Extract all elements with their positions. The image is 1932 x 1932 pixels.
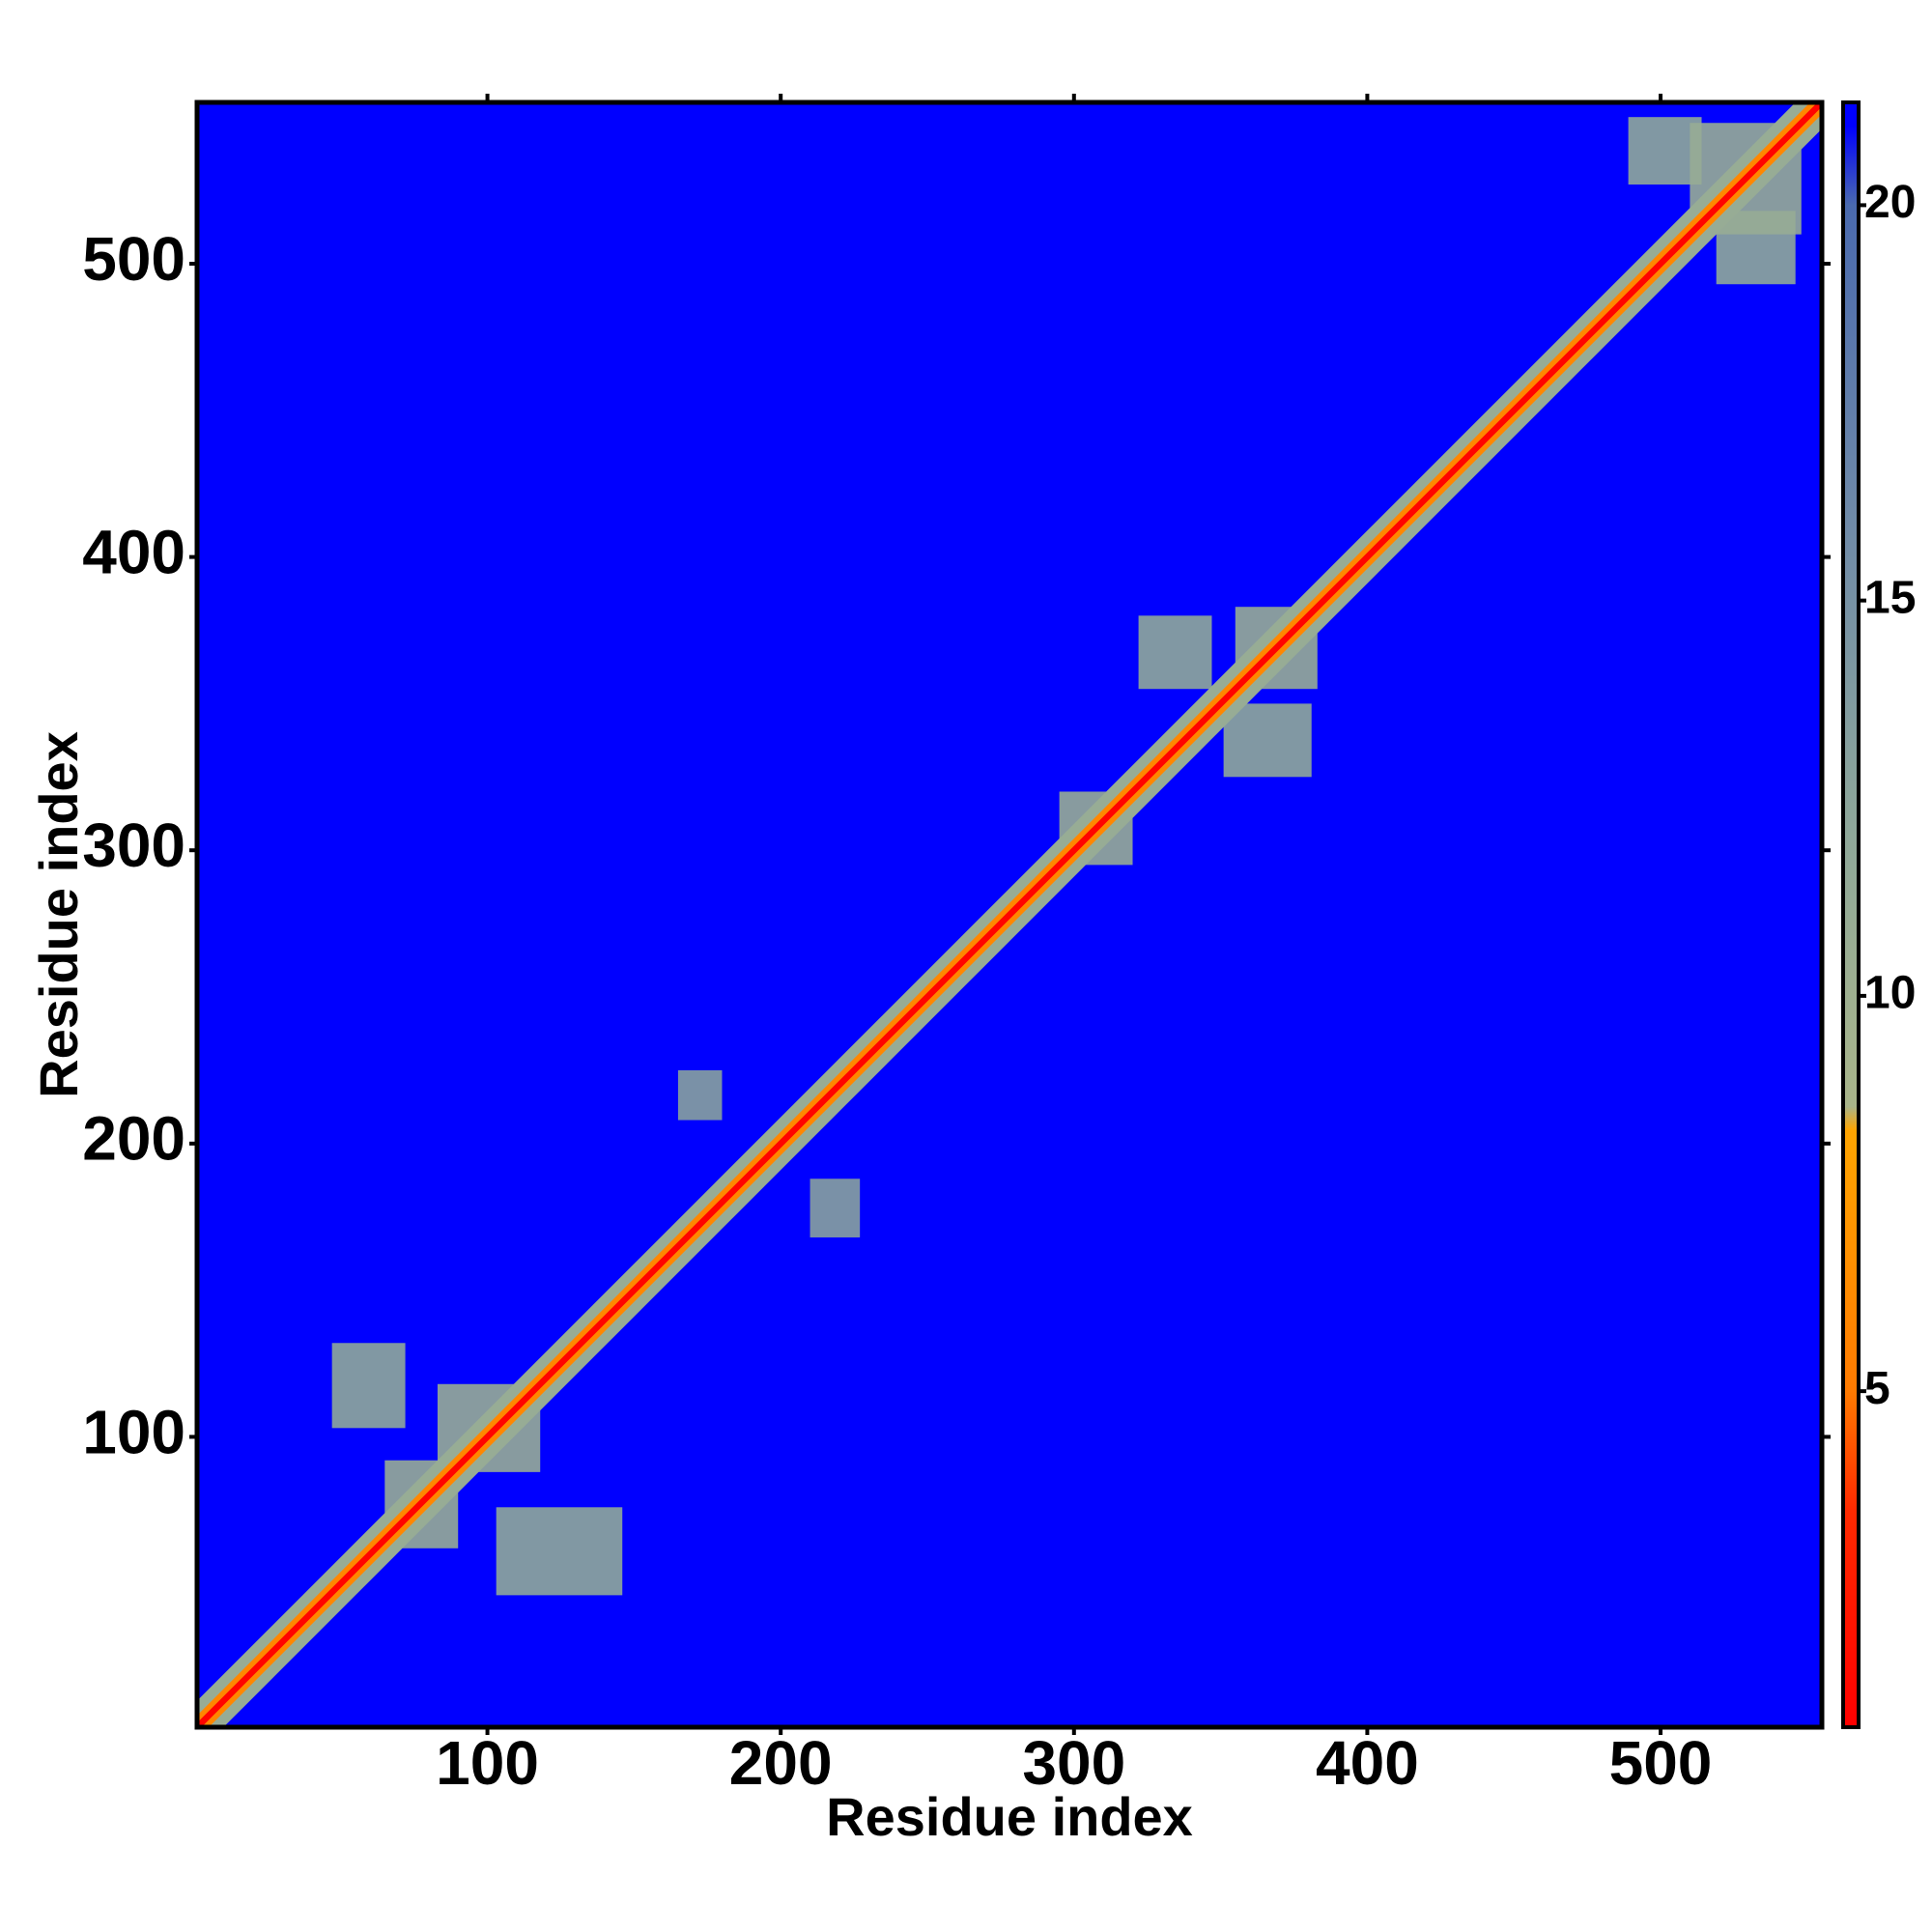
contact-region xyxy=(1628,117,1702,185)
y-tick-label: 400 xyxy=(82,518,185,587)
x-tick-label: 400 xyxy=(1316,1728,1419,1798)
x-tick-label: 300 xyxy=(1022,1728,1125,1798)
contact-region xyxy=(1223,703,1312,778)
x-tick-label: 500 xyxy=(1609,1728,1713,1798)
y-tick-label: 300 xyxy=(82,810,185,880)
y-axis-title: Residue index xyxy=(28,731,89,1098)
contact-region xyxy=(496,1507,623,1596)
x-tick-label: 200 xyxy=(729,1728,833,1798)
colorbar-tick-label: 20 xyxy=(1864,177,1916,228)
diagonal-band xyxy=(197,102,1822,1727)
colorbar-tick-label: 15 xyxy=(1864,572,1916,623)
colorbar xyxy=(1841,100,1861,1729)
y-tick-label: 500 xyxy=(82,224,185,294)
heatmap xyxy=(197,102,1822,1727)
contact-region xyxy=(677,1069,723,1121)
x-tick-label: 100 xyxy=(436,1728,539,1798)
y-tick-label: 100 xyxy=(82,1397,185,1466)
y-tick-label: 200 xyxy=(82,1104,185,1174)
contact-region xyxy=(331,1343,406,1429)
colorbar-tick-label: 10 xyxy=(1864,968,1916,1019)
contact-region xyxy=(810,1179,861,1237)
plot-frame xyxy=(194,99,1825,1730)
contact-region xyxy=(1138,615,1212,690)
x-axis-title: Residue index xyxy=(826,1786,1193,1847)
colorbar-tick-label: 5 xyxy=(1864,1363,1890,1414)
